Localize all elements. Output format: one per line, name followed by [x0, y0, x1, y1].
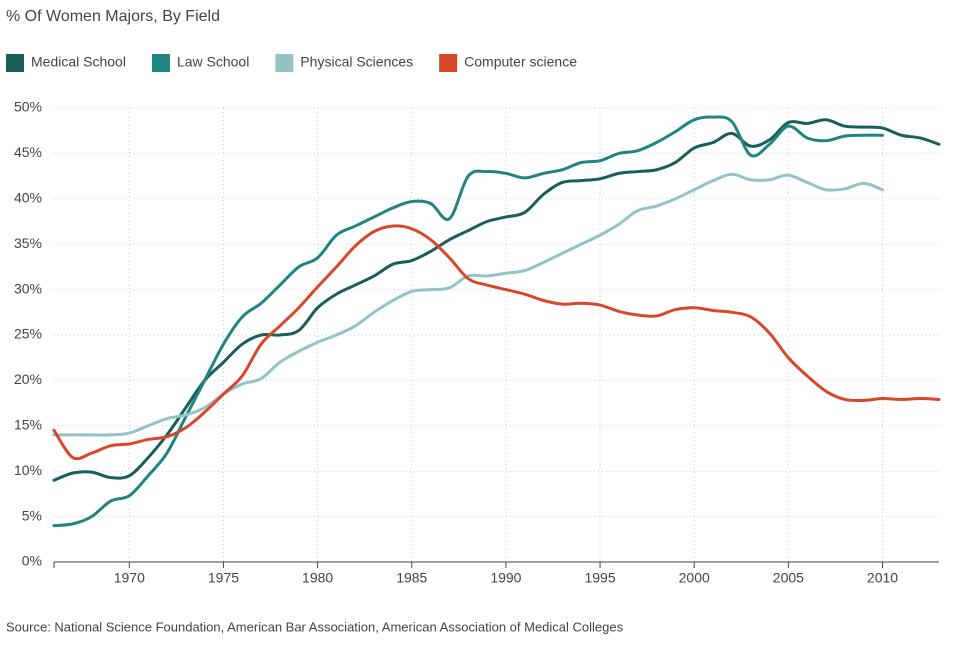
y-tick-label: 35% [14, 235, 42, 251]
y-tick-label: 25% [14, 326, 42, 342]
legend-label: Physical Sciences [300, 54, 413, 70]
x-tick-label: 1990 [490, 570, 521, 586]
x-tick-label: 1995 [584, 570, 615, 586]
y-tick-label: 10% [14, 462, 42, 478]
y-tick-label: 5% [22, 507, 42, 523]
y-tick-label: 40% [14, 190, 42, 206]
x-tick-label: 1980 [302, 570, 333, 586]
series-line [52, 172, 885, 437]
y-tick-label: 15% [14, 417, 42, 433]
x-tick-label: 2005 [773, 570, 804, 586]
x-tick-label: 1985 [396, 570, 427, 586]
legend-label: Computer science [464, 54, 577, 70]
x-tick-label: 1975 [208, 570, 239, 586]
legend-swatch [6, 54, 24, 72]
x-tick-label: 2000 [679, 570, 710, 586]
series-line [52, 115, 885, 528]
x-tick-label: 2010 [867, 570, 898, 586]
y-tick-label: 20% [14, 371, 42, 387]
series-line [52, 224, 941, 461]
legend-swatch [151, 54, 170, 72]
y-tick-label: 0% [22, 553, 42, 569]
legend-swatch [275, 54, 294, 72]
chart-title: % Of Women Majors, By Field [6, 8, 220, 25]
source-note: Source: National Science Foundation, Ame… [6, 619, 624, 634]
legend-swatch [439, 54, 458, 72]
y-tick-label: 45% [14, 144, 42, 160]
y-tick-label: 50% [14, 99, 42, 115]
y-tick-label: 30% [14, 280, 42, 296]
legend-label: Law School [177, 54, 249, 70]
x-tick-label: 1970 [114, 570, 145, 586]
legend-label: Medical School [31, 54, 126, 70]
